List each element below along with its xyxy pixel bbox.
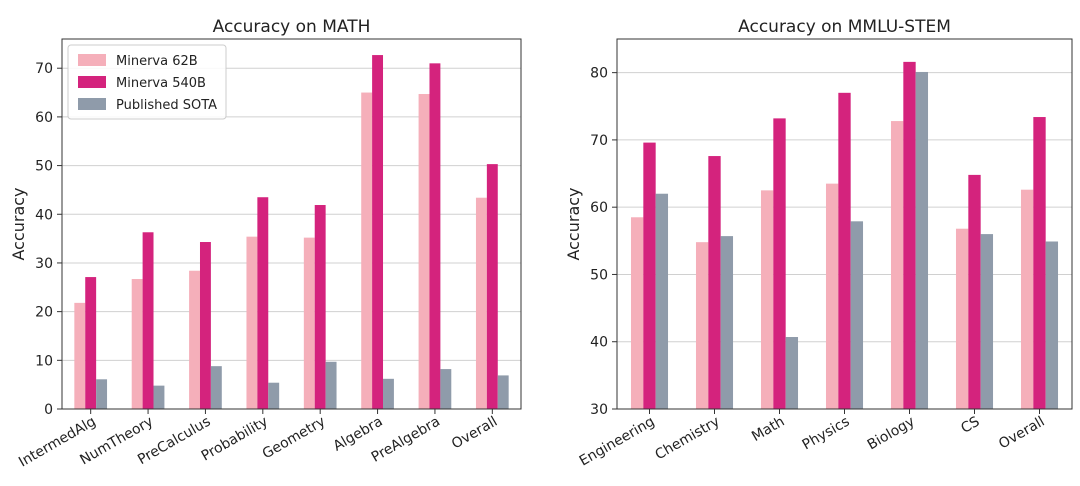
y-tick-label: 40 <box>35 207 53 223</box>
y-tick-label: 10 <box>35 353 53 369</box>
y-tick-label: 0 <box>44 402 53 418</box>
legend-swatch-minerva-62b <box>78 54 106 66</box>
bar-algebra-minerva-540b <box>372 55 384 409</box>
chart-math: 010203040506070IntermedAlgNumTheoryPreCa… <box>9 17 522 471</box>
bar-physics-published-sota <box>850 221 864 409</box>
y-tick-label: 70 <box>590 133 608 149</box>
bar-engineering-minerva-62b <box>630 217 644 409</box>
x-tick-label-cs: CS <box>958 414 982 437</box>
bar-physics-minerva-62b <box>825 183 839 409</box>
y-tick-label: 60 <box>590 200 608 216</box>
y-tick-label: 20 <box>35 305 53 321</box>
bar-precalculus-minerva-62b <box>189 270 200 409</box>
y-axis-title: Accuracy <box>9 187 28 260</box>
bar-cs-published-sota <box>980 234 994 409</box>
bar-math-published-sota <box>785 337 799 409</box>
y-tick-label: 50 <box>35 159 53 175</box>
x-tick-label-geometry: Geometry <box>260 414 328 463</box>
bar-engineering-minerva-540b <box>643 142 656 409</box>
bar-precalculus-published-sota <box>210 366 222 409</box>
y-tick-label: 70 <box>35 61 53 77</box>
x-tick-label-math: Math <box>749 414 787 445</box>
x-tick-label-engineering: Engineering <box>577 414 658 470</box>
bar-prealgebra-minerva-540b <box>429 63 441 410</box>
bar-biology-published-sota <box>915 71 929 410</box>
bar-precalculus-minerva-540b <box>199 242 211 409</box>
bar-overall-published-sota <box>497 375 509 409</box>
y-tick-label: 30 <box>590 402 608 418</box>
bar-overall-published-sota <box>1045 241 1059 409</box>
bar-geometry-minerva-62b <box>303 237 315 409</box>
x-tick-label-physics: Physics <box>800 414 853 454</box>
y-tick-label: 40 <box>590 335 608 351</box>
bar-numtheory-minerva-540b <box>142 232 154 409</box>
bar-math-minerva-540b <box>773 118 786 409</box>
plot-frame <box>61 38 522 410</box>
bar-chemistry-minerva-62b <box>695 242 709 409</box>
chart-title: Accuracy on MMLU-STEM <box>738 17 951 37</box>
x-tick-label-chemistry: Chemistry <box>652 414 722 464</box>
bar-overall-minerva-62b <box>475 197 487 409</box>
legend-swatch-published-sota <box>78 98 106 110</box>
bar-engineering-published-sota <box>655 193 669 409</box>
bar-intermedalg-published-sota <box>96 379 108 409</box>
bar-prealgebra-published-sota <box>440 369 452 409</box>
bar-geometry-minerva-540b <box>314 205 326 409</box>
legend-box <box>67 44 227 120</box>
bar-intermedalg-minerva-62b <box>74 302 86 409</box>
bar-geometry-published-sota <box>325 361 337 409</box>
bar-intermedalg-minerva-540b <box>85 277 97 409</box>
x-tick-label-biology: Biology <box>865 414 918 454</box>
bar-algebra-minerva-62b <box>361 92 373 409</box>
x-tick-label-overall: Overall <box>996 414 1047 453</box>
legend-label-published-sota: Published SOTA <box>116 98 217 113</box>
y-tick-label: 30 <box>35 256 53 272</box>
bar-cs-minerva-62b <box>955 228 969 409</box>
bar-overall-minerva-540b <box>1033 117 1046 409</box>
bar-physics-minerva-540b <box>838 92 851 410</box>
legend-label-minerva-540b: Minerva 540B <box>116 76 206 91</box>
bar-math-minerva-62b <box>760 190 774 409</box>
bar-algebra-published-sota <box>383 378 394 409</box>
y-tick-label: 80 <box>590 66 608 82</box>
bar-cs-minerva-540b <box>968 174 981 409</box>
x-tick-label-overall: Overall <box>449 414 500 453</box>
bar-overall-minerva-62b <box>1020 189 1034 409</box>
legend-label-minerva-62b: Minerva 62B <box>116 54 198 69</box>
bar-probability-minerva-62b <box>246 236 258 409</box>
chart-title: Accuracy on MATH <box>213 17 371 37</box>
bar-overall-minerva-540b <box>486 164 498 409</box>
bar-prealgebra-minerva-62b <box>418 94 430 410</box>
y-tick-label: 60 <box>35 110 53 126</box>
bar-numtheory-published-sota <box>153 385 165 409</box>
bar-numtheory-minerva-62b <box>131 279 143 409</box>
bar-chemistry-minerva-540b <box>708 156 721 409</box>
bar-biology-minerva-62b <box>890 121 904 409</box>
bar-probability-published-sota <box>268 382 280 409</box>
y-axis-title: Accuracy <box>564 187 583 260</box>
bar-chemistry-published-sota <box>720 236 734 409</box>
legend-swatch-minerva-540b <box>78 76 106 88</box>
y-tick-label: 50 <box>590 267 608 283</box>
bar-biology-minerva-540b <box>903 61 916 409</box>
bar-probability-minerva-540b <box>257 197 269 409</box>
